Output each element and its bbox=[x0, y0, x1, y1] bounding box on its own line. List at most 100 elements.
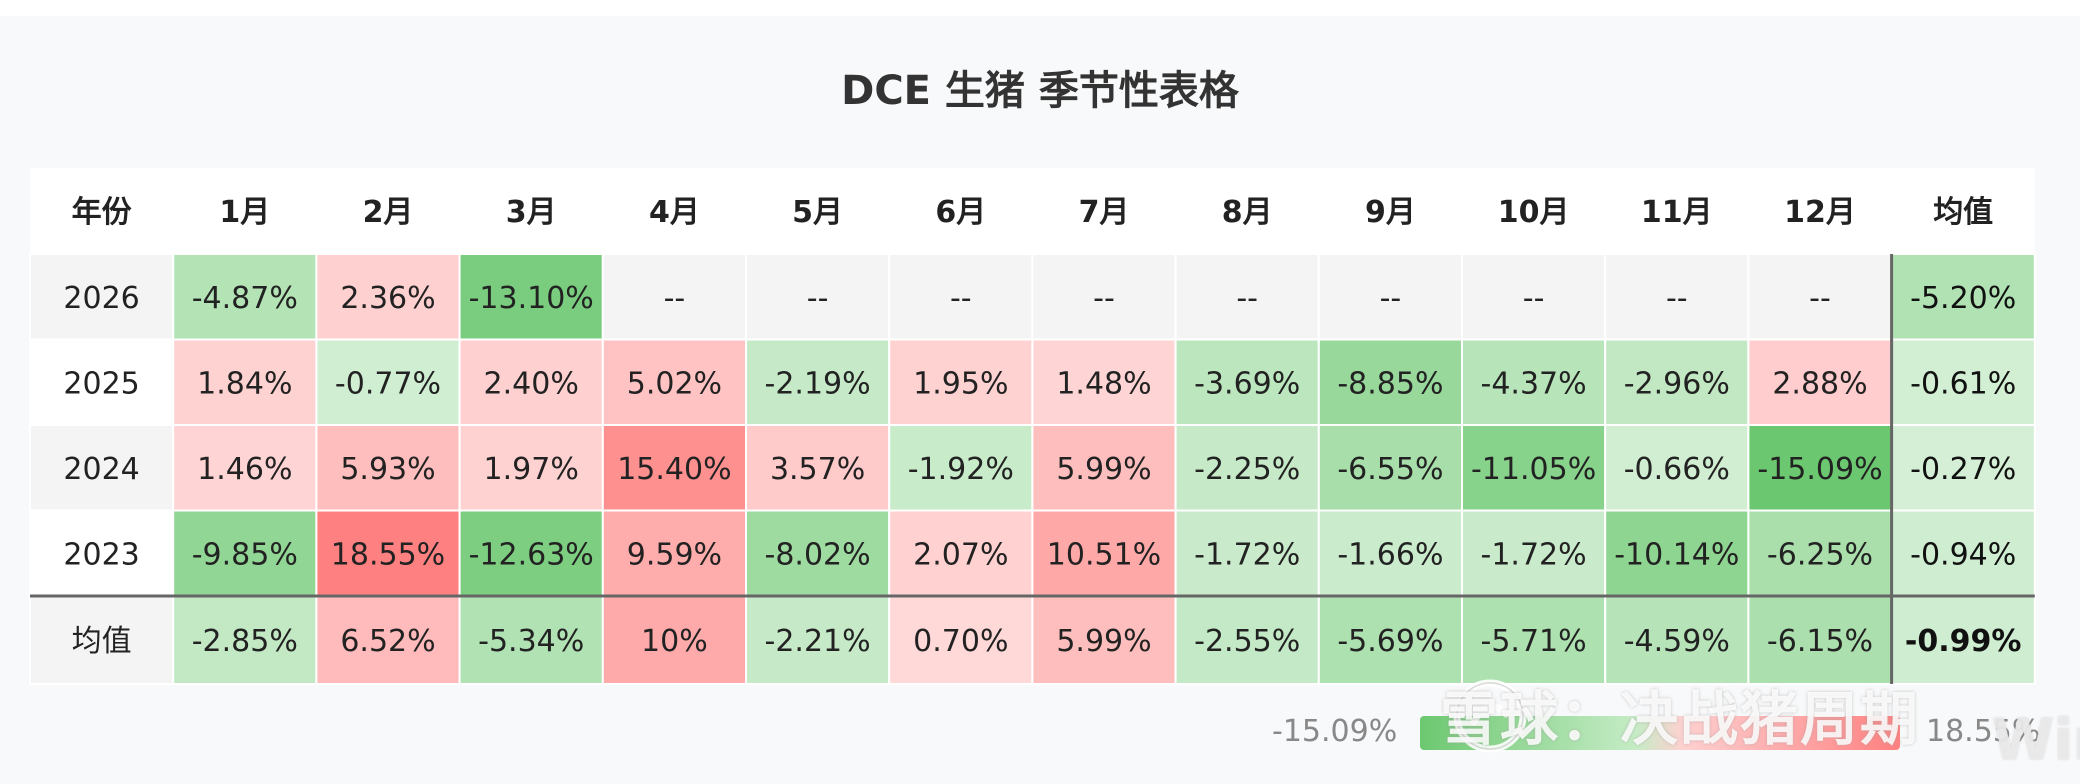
value-label: -4.59% bbox=[1624, 624, 1730, 659]
value-label: -2.55% bbox=[1194, 624, 1300, 659]
value-label: 1.84% bbox=[197, 366, 292, 401]
header-cell-label: 3月 bbox=[506, 195, 557, 230]
value-cell bbox=[888, 338, 1034, 426]
value-label: -- bbox=[1380, 281, 1402, 316]
value-cell bbox=[1031, 253, 1177, 341]
value-label: -2.85% bbox=[192, 624, 298, 659]
header-cell-label: 10月 bbox=[1498, 195, 1570, 230]
value-label: -6.55% bbox=[1337, 452, 1443, 487]
value-cell bbox=[601, 424, 747, 512]
value-label: 18.55% bbox=[331, 537, 445, 572]
value-label: -- bbox=[1093, 281, 1115, 316]
avg-label: -0.94% bbox=[1910, 537, 2016, 572]
value-cell bbox=[1174, 338, 1320, 426]
row-label: 2023 bbox=[63, 537, 139, 572]
header-cell-label: 4月 bbox=[649, 195, 700, 230]
value-cell bbox=[1604, 424, 1750, 512]
header-cell-label: 7月 bbox=[1079, 195, 1130, 230]
header-cell-label: 1月 bbox=[219, 195, 270, 230]
value-label: 5.99% bbox=[1056, 624, 1151, 659]
value-label: -3.69% bbox=[1194, 366, 1300, 401]
avg-label: -5.20% bbox=[1910, 281, 2016, 316]
value-cell bbox=[1031, 595, 1177, 685]
value-label: 2.36% bbox=[340, 281, 435, 316]
value-cell bbox=[1604, 253, 1750, 341]
value-cell bbox=[1747, 509, 1893, 597]
value-cell bbox=[1604, 509, 1750, 597]
value-cell bbox=[1317, 509, 1464, 597]
value-label: -- bbox=[950, 281, 972, 316]
avg-cell bbox=[1890, 424, 2036, 512]
value-cell bbox=[1317, 595, 1464, 685]
value-label: -1.72% bbox=[1194, 537, 1300, 572]
value-cell bbox=[1174, 595, 1320, 685]
value-cell bbox=[1461, 253, 1607, 341]
row-label: 均值 bbox=[72, 624, 132, 659]
value-cell bbox=[172, 595, 318, 685]
value-label: -- bbox=[1809, 281, 1831, 316]
value-label: 1.48% bbox=[1056, 366, 1151, 401]
value-label: -- bbox=[1666, 281, 1688, 316]
value-label: -1.66% bbox=[1337, 537, 1443, 572]
value-label: -1.92% bbox=[908, 452, 1014, 487]
value-label: -9.85% bbox=[192, 537, 298, 572]
value-label: 5.99% bbox=[1056, 452, 1151, 487]
value-cell bbox=[601, 253, 747, 341]
value-cell bbox=[888, 509, 1034, 597]
row-label: 2024 bbox=[63, 452, 139, 487]
value-label: -4.87% bbox=[192, 281, 298, 316]
value-label: 0.70% bbox=[913, 624, 1008, 659]
value-label: 2.07% bbox=[913, 537, 1008, 572]
value-label: -- bbox=[807, 281, 829, 316]
value-cell bbox=[888, 424, 1034, 512]
value-label: 10.51% bbox=[1047, 537, 1161, 572]
value-label: -2.21% bbox=[765, 624, 871, 659]
value-cell bbox=[1604, 338, 1750, 426]
avg-cell bbox=[1890, 338, 2036, 426]
value-label: -10.14% bbox=[1614, 537, 1739, 572]
value-label: -- bbox=[1523, 281, 1545, 316]
watermark-logo-icon bbox=[1453, 679, 1527, 753]
avg-cell bbox=[1890, 509, 2036, 597]
header-cell-label: 9月 bbox=[1365, 195, 1416, 230]
value-cell bbox=[601, 509, 747, 597]
value-label: -2.96% bbox=[1624, 366, 1730, 401]
value-cell bbox=[888, 253, 1034, 341]
value-label: -- bbox=[664, 281, 686, 316]
value-label: 1.97% bbox=[484, 452, 579, 487]
value-cell bbox=[745, 253, 891, 341]
value-cell bbox=[1747, 338, 1893, 426]
value-cell bbox=[1174, 424, 1320, 512]
value-label: 10% bbox=[641, 624, 708, 659]
value-label: 5.02% bbox=[627, 366, 722, 401]
value-cell bbox=[315, 338, 461, 426]
value-label: -5.69% bbox=[1337, 624, 1443, 659]
value-label: 2.40% bbox=[484, 366, 579, 401]
value-cell bbox=[745, 595, 891, 685]
value-cell bbox=[172, 424, 318, 512]
legend-min-label: -15.09% bbox=[1272, 714, 1398, 749]
avg-label: -0.27% bbox=[1910, 452, 2016, 487]
avg-cell bbox=[1890, 253, 2036, 341]
value-cell bbox=[458, 338, 604, 426]
header-cell-label: 2月 bbox=[363, 195, 414, 230]
watermark-brand: Wind bbox=[1992, 708, 2080, 773]
value-cell bbox=[1747, 424, 1893, 512]
value-label: 2.88% bbox=[1772, 366, 1867, 401]
value-cell bbox=[315, 424, 461, 512]
value-label: -2.19% bbox=[765, 366, 871, 401]
value-cell bbox=[458, 253, 604, 341]
value-label: -8.85% bbox=[1337, 366, 1443, 401]
value-label: 6.52% bbox=[340, 624, 435, 659]
watermark-text: 雪球：决战猪周期 bbox=[1440, 685, 1921, 753]
legend-max-label: 18.55% bbox=[1926, 714, 2041, 749]
value-label: -0.66% bbox=[1624, 452, 1730, 487]
header-cell-label: 11月 bbox=[1641, 195, 1713, 230]
value-label: 1.95% bbox=[913, 366, 1008, 401]
value-cell bbox=[1031, 509, 1177, 597]
value-cell bbox=[1031, 424, 1177, 512]
value-cell bbox=[1317, 424, 1464, 512]
value-label: -4.37% bbox=[1481, 366, 1587, 401]
value-label: 9.59% bbox=[627, 537, 722, 572]
